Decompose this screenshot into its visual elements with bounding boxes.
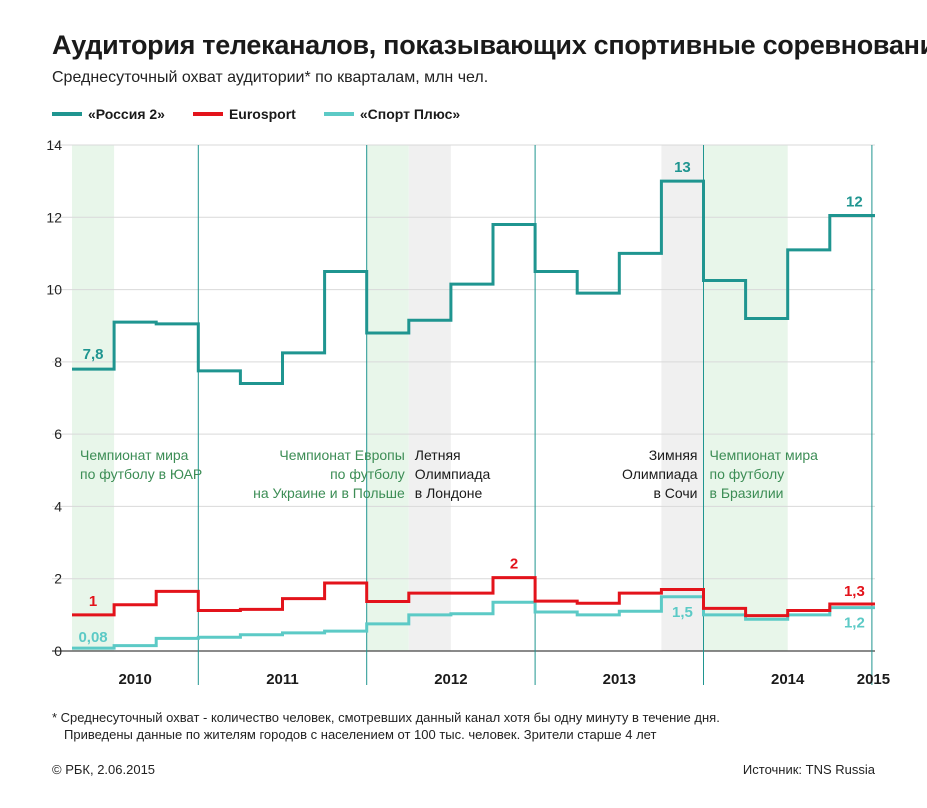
legend-swatch-sportplus	[323, 112, 354, 116]
value-label-1: 13	[674, 159, 691, 176]
legend-label-sportplus: «Спорт Плюс»	[359, 106, 461, 122]
chart-subtitle: Среднесуточный охват аудитории* по кварт…	[52, 69, 489, 86]
chart-title: Аудитория телеканалов, показывающих спор…	[52, 30, 927, 60]
event-label-2-line-0: Летняя	[415, 447, 461, 463]
source-note: Источник: TNS Russia	[742, 762, 875, 777]
event-band-3	[661, 145, 704, 651]
y-tick-label-10: 10	[46, 282, 62, 298]
event-label-1-line-1: по футболу	[330, 466, 405, 482]
value-label-6: 0,08	[78, 629, 107, 646]
event-band-0	[72, 145, 115, 651]
event-label-4-line-0: Чемпионат мира	[710, 447, 819, 463]
event-band-4	[703, 145, 788, 651]
event-label-3-line-2: в Сочи	[653, 485, 697, 501]
x-year-label-2013: 2013	[603, 671, 636, 688]
value-label-5: 1,3	[844, 583, 865, 600]
event-label-2-line-1: Олимпиада	[415, 466, 491, 482]
x-year-label-2012: 2012	[434, 671, 467, 688]
value-label-8: 1,2	[844, 615, 865, 632]
event-label-1-line-2: на Украине и в Польше	[253, 485, 405, 501]
x-year-label-2010: 2010	[118, 671, 151, 688]
x-year-label-2015: 2015	[857, 671, 890, 688]
event-label-2-line-2: в Лондоне	[415, 485, 483, 501]
legend-item-sportplus: «Спорт Плюс»	[323, 106, 461, 122]
legend-label-rossiya2: «Россия 2»	[88, 106, 165, 122]
footnote-line-1: * Среднесуточный охват - количество чело…	[52, 710, 720, 725]
footnote: * Среднесуточный охват - количество чело…	[52, 709, 720, 743]
event-band-1	[366, 145, 409, 651]
event-label-4-line-2: в Бразилии	[710, 485, 784, 501]
legend-label-eurosport: Eurosport	[228, 106, 296, 122]
y-tick-label-14: 14	[46, 137, 62, 153]
legend-swatch-eurosport	[192, 112, 223, 116]
value-label-4: 2	[510, 556, 518, 573]
y-tick-label-2: 2	[54, 571, 62, 587]
series-line-2	[72, 595, 875, 650]
y-tick-label-4: 4	[54, 498, 62, 514]
legend: «Россия 2» Eurosport «Спорт Плюс»	[52, 104, 488, 124]
footnote-line-2: Приведены данные по жителям городов с на…	[64, 727, 657, 742]
event-label-3-line-0: Зимняя	[649, 447, 698, 463]
y-tick-label-0: 0	[54, 643, 62, 659]
value-label-2: 12	[846, 193, 863, 210]
event-label-4-line-1: по футболу	[710, 466, 785, 482]
event-band-2	[408, 145, 451, 651]
value-label-3: 1	[89, 593, 97, 610]
legend-item-rossiya2: «Россия 2»	[52, 106, 165, 122]
event-label-1-line-0: Чемпионат Европы	[279, 447, 404, 463]
series-line-0	[72, 179, 875, 386]
event-label-0-line-1: по футболу в ЮАР	[80, 466, 202, 482]
x-year-label-2014: 2014	[771, 671, 805, 688]
y-tick-label-6: 6	[54, 426, 62, 442]
legend-item-eurosport: Eurosport	[192, 106, 296, 122]
event-label-0-line-0: Чемпионат мира	[80, 447, 189, 463]
y-tick-label-12: 12	[46, 209, 62, 225]
legend-swatch-rossiya2	[52, 112, 82, 116]
value-label-7: 1,5	[672, 604, 693, 621]
value-label-0: 7,8	[83, 346, 104, 363]
event-label-3-line-1: Олимпиада	[622, 466, 698, 482]
series-line-1	[72, 576, 875, 618]
x-year-label-2011: 2011	[266, 671, 299, 688]
copyright: © РБК, 2.06.2015	[52, 762, 156, 777]
y-tick-label-8: 8	[54, 354, 62, 370]
